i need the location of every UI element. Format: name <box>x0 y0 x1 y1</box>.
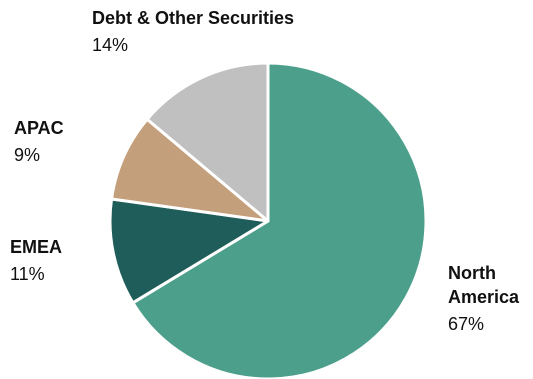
label-group-apac: APAC 9% <box>14 118 64 165</box>
value-emea: 11% <box>10 264 45 284</box>
label-group-north-america: North America 67% <box>448 263 520 334</box>
pie-slice-debt-other-securities <box>145 61 270 223</box>
label-group-emea: EMEA 11% <box>10 237 62 284</box>
value-north-america: 67% <box>448 314 484 334</box>
label-north-america-line1: North <box>448 263 496 283</box>
label-emea: EMEA <box>10 237 62 257</box>
label-apac: APAC <box>14 118 64 138</box>
label-north-america-line2: America <box>448 287 520 307</box>
pie-slice-emea <box>108 197 270 305</box>
label-debt-other-securities: Debt & Other Securities <box>92 8 294 28</box>
value-apac: 9% <box>14 145 40 165</box>
label-group-debt: Debt & Other Securities 14% <box>92 8 294 55</box>
value-debt-other-securities: 14% <box>92 35 128 55</box>
pie-slices <box>108 61 428 379</box>
pie-slice-apac <box>110 117 270 223</box>
pie-slice-north-america <box>131 61 428 379</box>
